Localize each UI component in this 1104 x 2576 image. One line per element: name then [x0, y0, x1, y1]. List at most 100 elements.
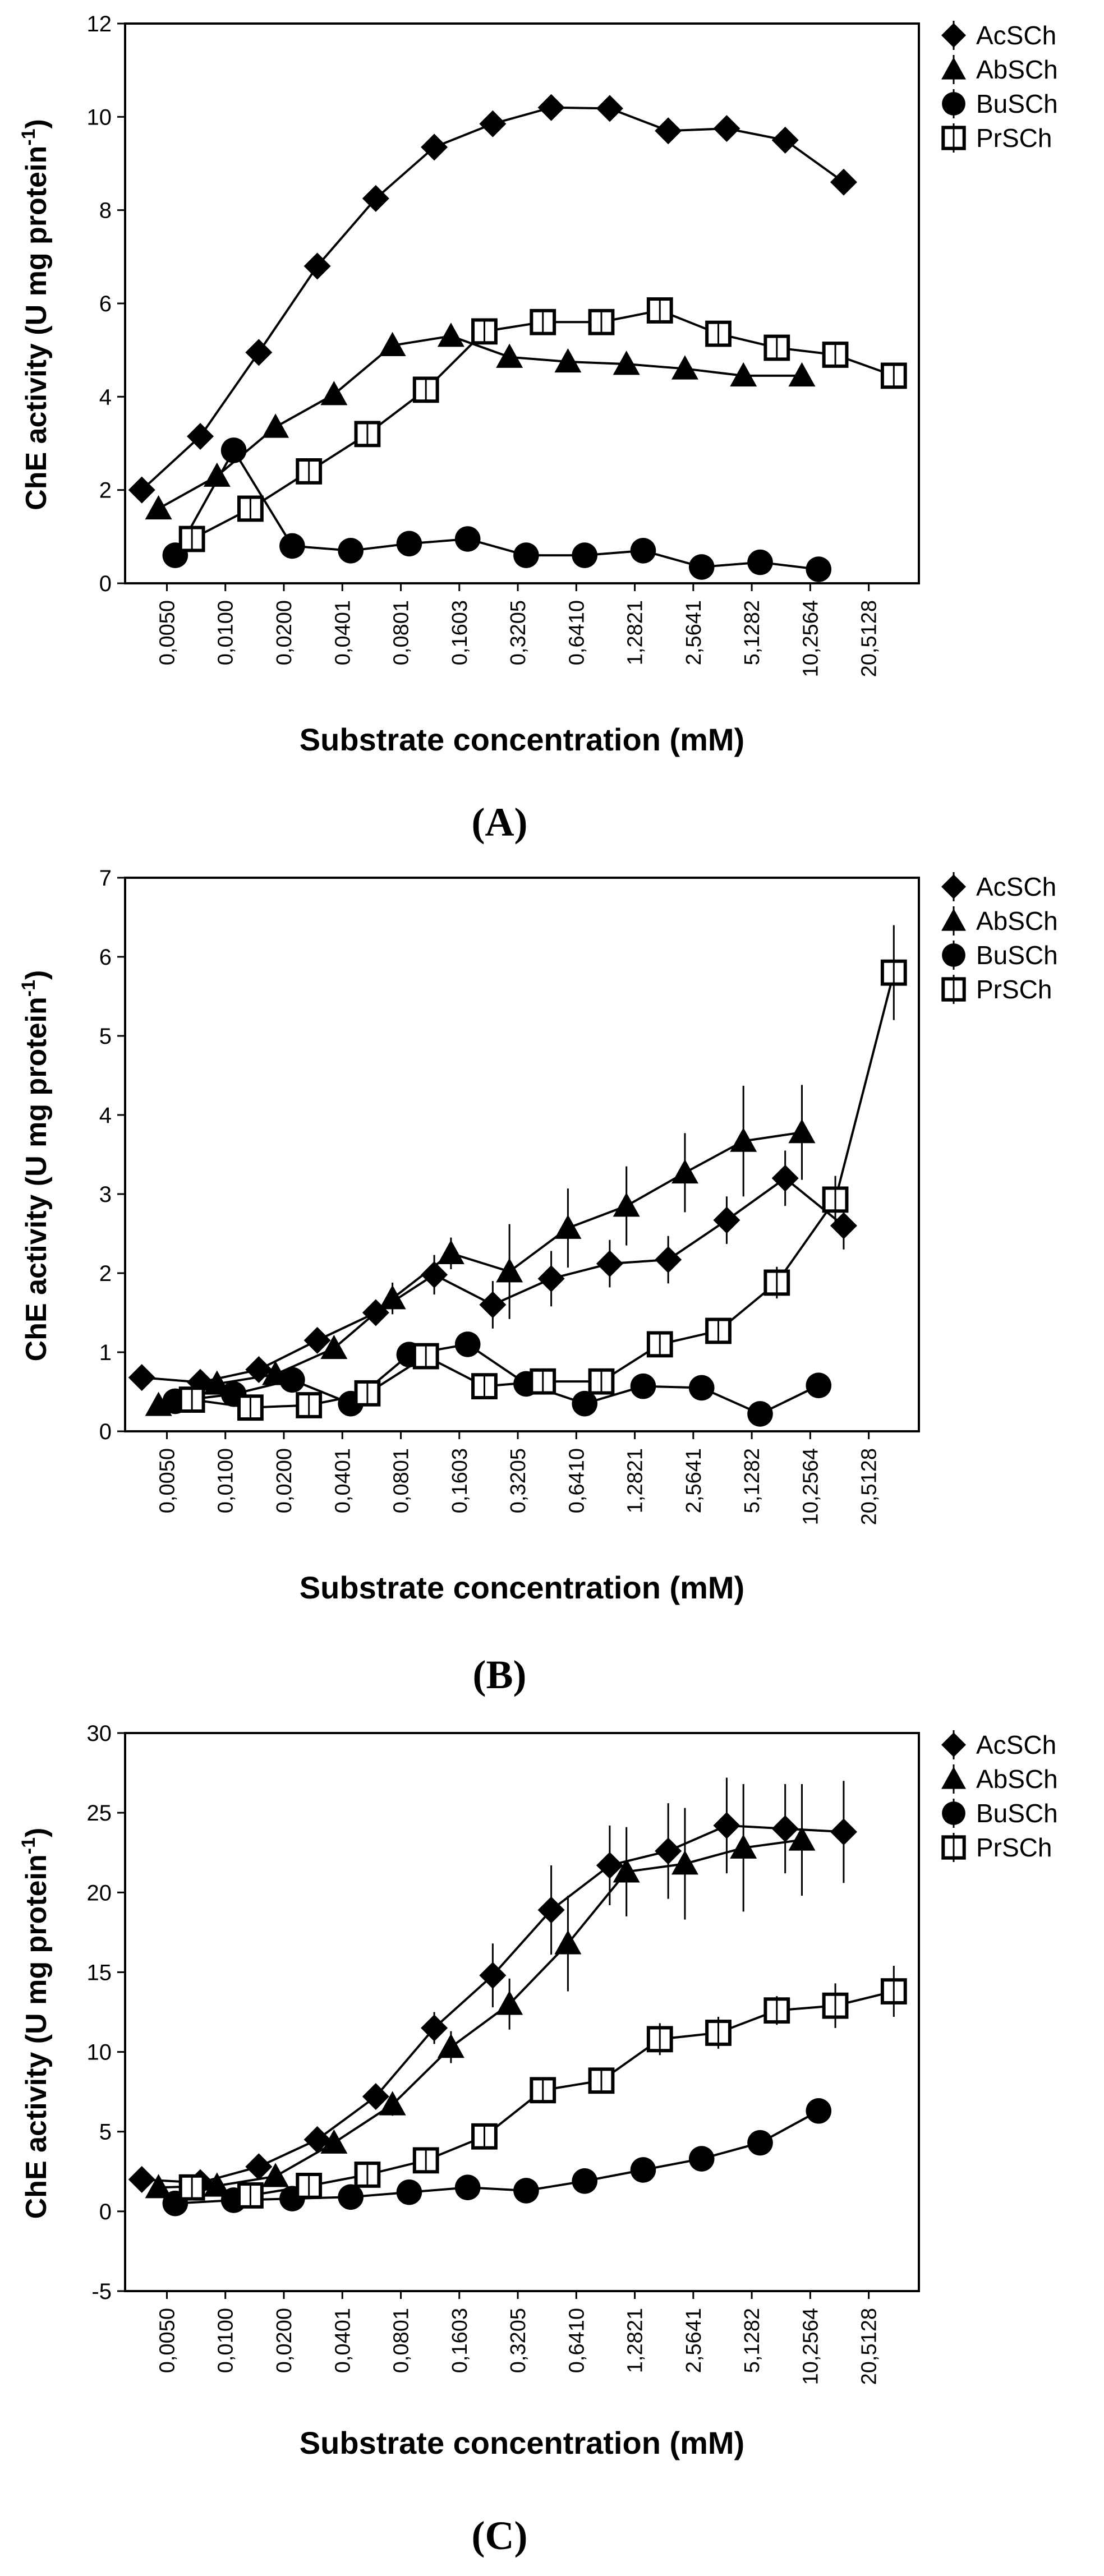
y-tick-label: 10: [87, 2040, 112, 2065]
y-tick-label: 10: [87, 105, 112, 130]
y-tick-label: 0: [99, 2200, 112, 2224]
series-acsch: [128, 94, 857, 504]
data-point: [572, 1390, 598, 1417]
data-point: [713, 115, 740, 142]
x-axis-label: Substrate concentration (mM): [300, 722, 744, 757]
legend-label: AcSCh: [976, 872, 1056, 901]
x-tick-label: 0,0100: [214, 2308, 238, 2373]
data-point: [187, 423, 214, 450]
series-prsch: [178, 1966, 907, 2209]
legend-label: AbSCh: [976, 1764, 1058, 1794]
data-point: [454, 1331, 481, 1357]
x-tick-label: 0,0100: [214, 600, 238, 665]
y-axis-label: ChE activity (U mg protein-1): [18, 1828, 53, 2219]
legend-entry: AcSCh: [941, 872, 1056, 901]
legend-label: AcSCh: [976, 1730, 1056, 1759]
data-point: [421, 133, 448, 161]
data-point: [688, 554, 715, 580]
y-tick-label: 5: [99, 1024, 112, 1049]
x-tick-label: 0,1603: [448, 600, 472, 665]
data-point: [630, 537, 656, 564]
data-point: [830, 168, 857, 196]
x-tick-label: 5,1282: [740, 1448, 764, 1513]
data-point: [613, 1192, 640, 1217]
panel-letter: (A): [472, 800, 528, 845]
y-tick-label: 5: [99, 2120, 112, 2145]
legend-entry: BuSCh: [942, 1799, 1058, 1828]
series-absch: [145, 322, 816, 520]
y-tick-label: 3: [99, 1182, 112, 1207]
x-tick-label: 0,0401: [331, 600, 355, 665]
data-point: [788, 362, 816, 387]
x-tick-label: 2,5641: [682, 1448, 706, 1513]
y-tick-label: 1: [99, 1340, 112, 1365]
data-point: [479, 110, 507, 137]
series-prsch: [178, 925, 907, 1421]
x-tick-label: 0,0801: [390, 2308, 413, 2373]
data-point: [572, 542, 598, 568]
y-axis-label-end: ): [20, 970, 53, 980]
circle-marker: [942, 1801, 965, 1825]
data-point: [437, 322, 464, 347]
legend-label: BuSCh: [976, 89, 1058, 118]
data-point: [303, 2126, 331, 2153]
data-point: [655, 1837, 682, 1865]
data-point: [279, 1367, 305, 1393]
data-point: [830, 1212, 857, 1239]
data-point: [655, 117, 682, 145]
data-point: [596, 1250, 623, 1278]
x-tick-label: 10,2564: [799, 1448, 822, 1525]
diamond-marker: [941, 1732, 966, 1757]
data-point: [771, 126, 799, 154]
data-point: [145, 2174, 172, 2199]
data-point: [537, 1896, 565, 1924]
data-point: [537, 1265, 565, 1292]
data-point: [788, 1826, 816, 1851]
chart-panel-a: 0 2 4 6 8 10 12 0,0050 0,0100 0,0200 0,0401 0,0801 0…: [18, 12, 1058, 845]
y-axis-label-main: ChE activity (U mg protein: [20, 146, 53, 510]
data-point: [554, 1214, 582, 1239]
y-axis-label: ChE activity (U mg protein-1): [18, 119, 53, 510]
y-axis-label-end: ): [20, 1828, 53, 1837]
y-tick-label: 12: [87, 12, 112, 36]
data-point: [396, 2179, 422, 2205]
data-point: [362, 185, 389, 212]
data-point: [320, 1334, 348, 1360]
y-tick-label: 15: [87, 1960, 112, 1985]
data-point: [338, 537, 364, 564]
data-point: [747, 1401, 773, 1427]
legend-entry: AcSCh: [941, 1730, 1056, 1759]
data-point: [303, 1326, 331, 1354]
x-tick-label: 0,0050: [155, 2308, 179, 2373]
legend-entry: AcSCh: [941, 21, 1056, 50]
data-point: [613, 1858, 640, 1883]
data-point: [203, 462, 231, 487]
legend-label: BuSCh: [976, 941, 1058, 970]
x-tick-label: 0,0801: [390, 600, 413, 665]
x-tick-label: 5,1282: [740, 600, 764, 665]
data-point: [788, 1119, 816, 1144]
y-axis-label-superscript: -1: [18, 129, 39, 146]
x-tick-label: 1,2821: [624, 2308, 647, 2373]
data-point: [128, 2166, 155, 2193]
legend-label: PrSCh: [976, 123, 1052, 153]
triangle-marker: [941, 909, 966, 931]
legend-entry: PrSCh: [941, 1833, 1052, 1862]
data-point: [596, 95, 623, 122]
data-point: [262, 2163, 289, 2187]
series-prsch: [178, 297, 907, 552]
data-point: [454, 2174, 481, 2201]
y-tick-label: 0: [99, 572, 112, 596]
x-tick-label: 0,0050: [155, 1448, 179, 1513]
data-point: [496, 343, 523, 368]
x-axis-label: Substrate concentration (mM): [300, 2425, 744, 2460]
data-point: [437, 2034, 464, 2058]
data-point: [379, 331, 406, 357]
data-point: [630, 2157, 656, 2183]
series-line: [158, 1131, 802, 1407]
data-point: [496, 1990, 523, 2015]
data-point: [655, 1246, 682, 1274]
data-point: [454, 526, 481, 552]
data-point: [596, 1851, 623, 1879]
